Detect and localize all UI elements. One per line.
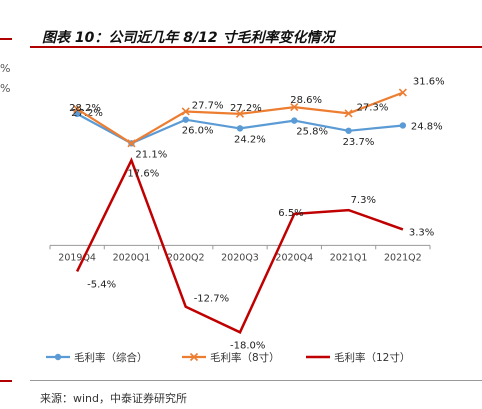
x-tick-label-2020Q1: 2020Q1 (113, 252, 151, 263)
point-s1-2021Q2 (399, 122, 407, 129)
legend-label-2: 毛利率（8寸） (210, 351, 280, 364)
left-fragment-2: % (0, 82, 11, 95)
legend-label-1: 毛利率（综合） (74, 351, 148, 364)
series-line-3 (75, 157, 404, 334)
data-label-s2-2020Q4: 28.6% (290, 95, 322, 106)
x-tick-label-2020Q4: 2020Q4 (275, 252, 313, 263)
legend-marker-1 (54, 353, 62, 361)
data-label-s3-2020Q3: -18.0% (230, 340, 265, 351)
point-s2-2020Q2 (181, 107, 190, 116)
point-s2-2020Q1 (127, 139, 136, 148)
point-s2-2019Q4 (73, 104, 82, 114)
data-label-s3-2021Q1: 7.3% (351, 195, 376, 206)
data-label-s2-2021Q1: 27.3% (357, 102, 389, 113)
legend-marker-2 (189, 352, 199, 362)
left-rule-top (0, 38, 12, 40)
x-tick-label-2020Q3: 2020Q3 (221, 252, 259, 263)
x-tick-label-2020Q2: 2020Q2 (167, 252, 205, 263)
figure-title: 图表 10：公司近几年 8/12 寸毛利率变化情况 (42, 30, 335, 46)
gross-margin-chart: 2019Q4 2020Q1 2020Q2 2020Q3 2020Q4 2021Q1 2021… (46, 77, 445, 364)
data-label-s3-2020Q1: 17.6% (127, 168, 159, 179)
x-tick-label-2019Q4: 2019Q4 (58, 252, 96, 263)
point-s2-2020Q3 (235, 109, 245, 118)
data-label-s2-2019Q4: 28.2% (69, 103, 101, 114)
point-s1-2020Q2 (182, 116, 189, 123)
data-label-s1-2020Q3: 24.2% (234, 134, 266, 145)
left-rule-bottom (0, 380, 12, 382)
data-label-s2-2021Q2: 31.6% (413, 77, 445, 88)
point-s1-2021Q1 (345, 127, 352, 134)
data-label-s2-2020Q3: 27.2% (230, 103, 262, 114)
source-rule (30, 380, 482, 381)
point-s2-2020Q4 (290, 103, 299, 112)
figure-title-bar: 图表 10：公司近几年 8/12 寸毛利率变化情况 (30, 24, 482, 48)
x-tick-label-2021Q1: 2021Q1 (330, 252, 368, 263)
data-label-s1-2019Q4: 27.2% (71, 108, 103, 119)
data-label-s3-2020Q2: -12.7% (194, 294, 229, 305)
data-label-s3-2020Q4: 6.5% (278, 208, 303, 219)
data-label-s3-2021Q2: 3.3% (409, 227, 434, 238)
point-s1-2019Q4 (73, 110, 81, 118)
data-label-s1-2020Q1: 21.1% (135, 149, 167, 160)
point-s1-2020Q3 (236, 125, 244, 132)
figure-source: 来源：wind，中泰证券研究所 (40, 392, 188, 405)
data-label-s1-2020Q4: 25.8% (296, 127, 328, 138)
point-s2-2021Q2 (398, 88, 407, 97)
legend-label-3: 毛利率（12寸） (334, 351, 410, 364)
x-tick-label-2021Q2: 2021Q2 (384, 252, 422, 263)
point-s2-2021Q1 (344, 109, 353, 118)
data-label-s1-2021Q1: 23.7% (343, 137, 375, 148)
left-fragment-1: % (0, 62, 11, 75)
data-label-s1-2020Q2: 26.0% (182, 126, 214, 137)
data-label-s3-2019Q4: -5.4% (87, 279, 116, 290)
point-s1-2020Q4 (291, 117, 298, 124)
data-label-s1-2021Q2: 24.8% (411, 121, 443, 132)
data-label-s2-2020Q2: 27.7% (192, 100, 224, 111)
